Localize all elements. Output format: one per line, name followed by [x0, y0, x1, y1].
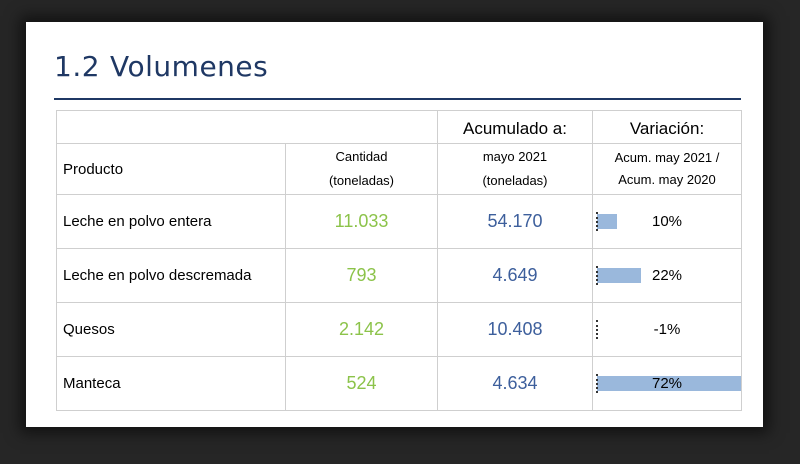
title-underline	[54, 98, 741, 100]
section-title: 1.2 Volumenes	[54, 50, 268, 83]
header-cantidad-line2: (toneladas)	[328, 173, 395, 188]
table-row: Leche en polvo entera 11.033 54.170 10%	[56, 194, 742, 249]
volumes-table: Acumulado a: Variación: Producto Cantida…	[56, 110, 742, 411]
header-variacion-line3: Acum. may 2020	[618, 172, 716, 187]
cantidad-value: 2.142	[285, 302, 438, 357]
variacion-value: 10%	[651, 213, 683, 230]
header-cantidad: Cantidad (toneladas)	[285, 143, 438, 195]
header-producto: Producto	[56, 143, 286, 195]
section-title-text: Volumenes	[110, 50, 269, 83]
header-variacion: Variación:	[592, 110, 742, 144]
variacion-bar	[597, 214, 617, 229]
section-number: 1.2	[54, 50, 101, 83]
slide-page: 1.2 Volumenes Acumulado a: Variación: Pro…	[26, 22, 763, 427]
cantidad-value: 524	[285, 356, 438, 411]
table-row: Quesos 2.142 10.408 -1%	[56, 302, 742, 357]
header-blank-cell	[56, 110, 438, 144]
variacion-axis	[596, 320, 598, 339]
header-acumulado-sub: mayo 2021 (toneladas)	[437, 143, 593, 195]
product-name: Manteca	[56, 356, 286, 411]
acumulado-value: 4.634	[437, 356, 593, 411]
table-row: Leche en polvo descremada 793 4.649 22%	[56, 248, 742, 303]
header-row-top: Acumulado a: Variación:	[56, 110, 742, 144]
header-acumulado: Acumulado a:	[437, 110, 593, 144]
acumulado-value: 10.408	[437, 302, 593, 357]
product-name: Leche en polvo entera	[56, 194, 286, 249]
product-name: Leche en polvo descremada	[56, 248, 286, 303]
cantidad-value: 11.033	[285, 194, 438, 249]
variacion-cell: -1%	[592, 302, 742, 357]
header-acumulado-line3: (toneladas)	[482, 173, 548, 188]
variacion-axis	[596, 374, 598, 393]
acumulado-value: 54.170	[437, 194, 593, 249]
variacion-bar	[597, 268, 641, 283]
variacion-bar	[597, 376, 741, 391]
cantidad-value: 793	[285, 248, 438, 303]
acumulado-value: 4.649	[437, 248, 593, 303]
variacion-value: 72%	[651, 375, 683, 392]
variacion-cell: 10%	[592, 194, 742, 249]
variacion-cell: 22%	[592, 248, 742, 303]
variacion-value: 22%	[651, 267, 683, 284]
header-acumulado-line2: mayo 2021	[482, 149, 548, 164]
header-variacion-line2: Acum. may 2021 /	[614, 150, 720, 165]
table-row: Manteca 524 4.634 72%	[56, 356, 742, 411]
header-variacion-sub: Acum. may 2021 / Acum. may 2020	[592, 143, 742, 195]
variacion-axis	[596, 266, 598, 285]
variacion-axis	[596, 212, 598, 231]
variacion-value: -1%	[653, 321, 681, 338]
header-row-bottom: Producto Cantidad (toneladas) mayo 2021 …	[56, 143, 742, 195]
header-cantidad-line1: Cantidad	[335, 149, 388, 164]
product-name: Quesos	[56, 302, 286, 357]
variacion-cell: 72%	[592, 356, 742, 411]
